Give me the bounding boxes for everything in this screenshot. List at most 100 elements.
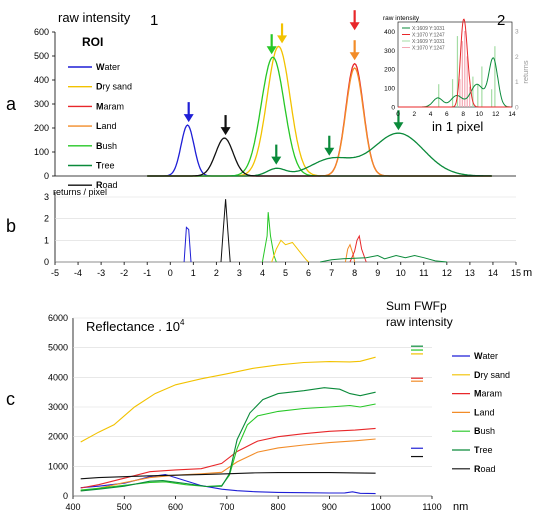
panel-c-x-label: nm bbox=[453, 501, 468, 513]
roi-legend-title: ROI bbox=[82, 35, 103, 49]
panel-a-y-tick-label: 200 bbox=[34, 123, 49, 133]
panel-b-x-tick-label: 13 bbox=[465, 268, 475, 278]
panel-c-x-tick-label: 1100 bbox=[422, 502, 441, 512]
panel-b-y-tick-label: 1 bbox=[44, 235, 49, 245]
inset-legend-label: X:1609 Y:1031 bbox=[412, 39, 445, 45]
panel-b-x-tick-label: 0 bbox=[168, 268, 173, 278]
panel-b-series-line bbox=[220, 199, 231, 263]
panel-b-y-tick-label: 0 bbox=[44, 257, 49, 267]
inset-x-tick-label: 2 bbox=[412, 111, 416, 118]
inset-y-tick-label: 100 bbox=[384, 86, 395, 93]
panel-b-x-tick-label: -1 bbox=[143, 268, 151, 278]
inset-y-label: raw intensity bbox=[383, 15, 420, 22]
panel-c-series-line bbox=[80, 427, 376, 489]
panel-b-x-label: m bbox=[523, 267, 532, 279]
peak-arrow-icon bbox=[271, 156, 282, 165]
panel-b-x-tick-label: 9 bbox=[375, 268, 380, 278]
panel-c-y-tick-label: 6000 bbox=[48, 313, 68, 323]
panel-b-series-line bbox=[344, 243, 356, 263]
panel-c-legend-label: Maram bbox=[474, 389, 502, 399]
panel-a-series-line bbox=[147, 132, 492, 177]
panel-a-y-tick-label: 500 bbox=[34, 51, 49, 61]
panel-b-x-tick-label: 1 bbox=[191, 268, 196, 278]
roi-legend-label: Dry sand bbox=[96, 82, 132, 92]
panel-a-y-tick-label: 0 bbox=[44, 171, 49, 181]
panel-c-y-tick-label: 0 bbox=[63, 491, 68, 501]
panel-c-y-tick-label: 4000 bbox=[48, 372, 68, 382]
inset-y-tick-label: 400 bbox=[384, 29, 395, 36]
panel-c-legend-label: Land bbox=[474, 407, 495, 417]
panel-c-series-line bbox=[80, 403, 376, 491]
inset-x-tick-label: 4 bbox=[429, 111, 433, 118]
panel-b-x-tick-label: 10 bbox=[396, 268, 406, 278]
inset-y2-tick-label: 0 bbox=[515, 105, 519, 112]
panel-b-x-tick-label: -2 bbox=[120, 268, 128, 278]
panel-c-legend-label: Bush bbox=[474, 426, 495, 436]
inset-legend-label: X:1609 Y:1031 bbox=[412, 26, 445, 32]
inset-series-line bbox=[398, 18, 512, 108]
panel-b-x-tick-label: 12 bbox=[442, 268, 452, 278]
inset-x-tick-label: 12 bbox=[492, 111, 500, 118]
panel-a-series-line bbox=[147, 137, 492, 177]
panel-c-series-line bbox=[80, 356, 376, 443]
inset-x-tick-label: 6 bbox=[445, 111, 449, 118]
panel-c-series-line bbox=[80, 472, 376, 480]
panel-b-y-tick-label: 3 bbox=[44, 192, 49, 202]
panel-c-legend-label: Dry sand bbox=[474, 370, 510, 380]
sum-fwfp-subtitle: raw intensity bbox=[386, 315, 453, 329]
peak-arrow-icon bbox=[277, 35, 288, 44]
panel-b-series-line bbox=[261, 212, 277, 263]
roi-legend-label: Maram bbox=[96, 101, 124, 111]
peak-arrow-icon bbox=[349, 52, 360, 61]
panel-c-y-tick-label: 3000 bbox=[48, 402, 68, 412]
inset-y2-tick-label: 1 bbox=[515, 79, 519, 86]
inset-x-tick-label: 0 bbox=[396, 111, 400, 118]
panel-c-y-tick-label: 2000 bbox=[48, 432, 68, 442]
panel-a-y-label: raw intensity bbox=[58, 10, 131, 25]
panel-b-x-tick-label: 3 bbox=[237, 268, 242, 278]
panel-b-series-line bbox=[271, 239, 309, 263]
inset-caption: in 1 pixel bbox=[432, 119, 483, 134]
roi-legend-label: Bush bbox=[96, 141, 117, 151]
inset-y2-label: returns bbox=[521, 60, 530, 84]
panel-c-x-tick-label: 500 bbox=[117, 502, 132, 512]
panel-c-x-tick-label: 400 bbox=[65, 502, 80, 512]
roi-legend-label: Road bbox=[96, 180, 118, 190]
panel-c-x-tick-label: 600 bbox=[168, 502, 183, 512]
roi-legend-label: Tree bbox=[96, 161, 115, 171]
peak-arrow-icon bbox=[220, 127, 231, 136]
panel-b-series-line bbox=[320, 254, 447, 263]
panel-b-x-tick-label: 5 bbox=[283, 268, 288, 278]
panel-c-y-tick-label: 5000 bbox=[48, 343, 68, 353]
peak-arrow-icon bbox=[349, 22, 360, 31]
panel-c-legend-label: Road bbox=[474, 464, 496, 474]
sum-fwfp-title: Sum FWFp bbox=[386, 299, 447, 313]
panel-c-title: Reflectance . 104 bbox=[86, 318, 185, 334]
panel-b-x-tick-label: 4 bbox=[260, 268, 265, 278]
panel-c-y-tick-label: 1000 bbox=[48, 461, 68, 471]
peak-arrow-icon bbox=[266, 46, 277, 55]
panel-b-x-tick-label: 7 bbox=[329, 268, 334, 278]
panel-b-series-line bbox=[349, 234, 367, 263]
panel-2-label: 2 bbox=[497, 12, 505, 29]
inset-y2-tick-label: 3 bbox=[515, 29, 519, 36]
inset-x-tick-label: 10 bbox=[476, 111, 484, 118]
panel-b-x-tick-label: -5 bbox=[51, 268, 59, 278]
inset-y2-tick-label: 2 bbox=[515, 54, 519, 61]
panel-b-x-tick-label: 8 bbox=[352, 268, 357, 278]
panel-c-label: c bbox=[6, 389, 15, 409]
panel-c-x-tick-label: 700 bbox=[219, 502, 234, 512]
peak-arrow-icon bbox=[324, 147, 335, 156]
roi-legend-label: Land bbox=[96, 121, 117, 131]
panel-b-x-tick-label: 2 bbox=[214, 268, 219, 278]
panel-a-label: a bbox=[6, 94, 17, 114]
inset-y-tick-label: 300 bbox=[384, 48, 395, 55]
inset-x-tick-label: 8 bbox=[461, 111, 465, 118]
panel-a-y-tick-label: 300 bbox=[34, 99, 49, 109]
panel-b-x-tick-label: 14 bbox=[488, 268, 498, 278]
inset-legend-label: X:1070 Y:1247 bbox=[412, 33, 445, 39]
panel-b-series-line bbox=[183, 226, 192, 263]
panel-c-x-tick-label: 900 bbox=[322, 502, 337, 512]
panel-b-label: b bbox=[6, 216, 16, 236]
